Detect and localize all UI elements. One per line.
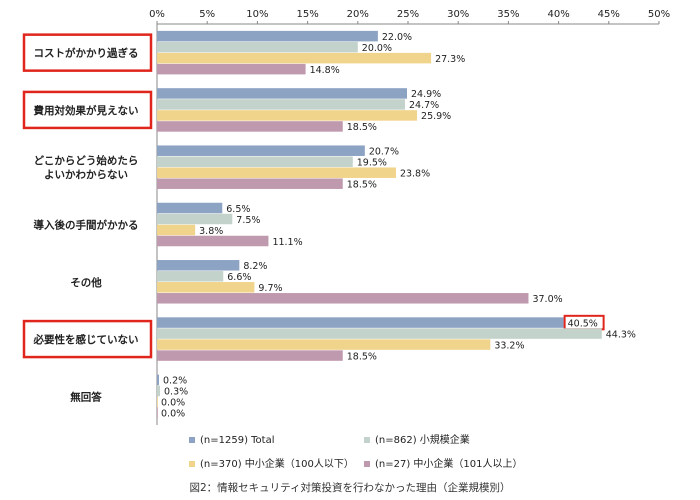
legend-swatch	[364, 437, 370, 443]
highlight-box-category	[22, 90, 153, 130]
x-tick-label: 45%	[598, 9, 620, 20]
bar	[157, 293, 529, 304]
legend-swatch	[189, 461, 195, 467]
bar	[157, 260, 240, 271]
bar	[157, 224, 196, 236]
data-label: 24.9%	[411, 89, 441, 100]
data-label: 0.0%	[161, 409, 185, 420]
data-label: 20.0%	[362, 43, 392, 54]
bar	[157, 385, 161, 397]
bar	[157, 282, 255, 293]
data-label: 0.3%	[164, 387, 188, 398]
bar	[157, 167, 396, 178]
x-tick-label: 0%	[149, 9, 165, 20]
data-label: 20.7%	[369, 146, 399, 157]
x-tick-label: 50%	[648, 9, 670, 20]
legend-swatch	[364, 461, 370, 467]
data-label: 27.3%	[435, 54, 465, 65]
bar	[157, 213, 233, 225]
bar	[157, 202, 223, 214]
highlight-box-category	[22, 319, 153, 359]
bar	[157, 396, 158, 408]
category-label: 無回答	[70, 390, 102, 403]
bar	[157, 41, 358, 53]
bar	[157, 350, 343, 361]
bar	[157, 145, 365, 156]
data-label: 8.2%	[243, 261, 267, 272]
x-tick-label: 5%	[199, 9, 215, 20]
data-label: 18.5%	[347, 122, 377, 133]
x-tick-label: 35%	[497, 9, 519, 20]
data-label: 3.8%	[199, 226, 223, 237]
data-label: 0.2%	[163, 376, 187, 387]
x-tick-label: 10%	[246, 9, 268, 20]
data-label: 25.9%	[421, 111, 451, 122]
bar	[157, 63, 306, 75]
category-label: その他	[70, 276, 102, 289]
category-label: よいかわからない	[44, 169, 128, 181]
x-tick-label: 15%	[296, 9, 318, 20]
bar	[157, 339, 491, 350]
bar	[157, 407, 158, 419]
x-tick-label: 40%	[547, 9, 569, 20]
data-label: 0.0%	[161, 398, 185, 409]
category-label: 費用対効果が見えない	[34, 104, 139, 117]
category-label: コストがかかり過ぎる	[34, 47, 139, 60]
data-label: 18.5%	[347, 351, 377, 362]
bar	[157, 328, 602, 339]
data-label: 19.5%	[357, 157, 387, 168]
bar	[157, 271, 224, 282]
data-label: 33.2%	[494, 340, 524, 351]
bar	[157, 235, 269, 247]
bar	[157, 121, 343, 132]
figure-caption: 図2：情報セキュリティ対策投資を行わなかった理由（企業規模別）	[189, 482, 511, 494]
category-label: 必要性を感じていない	[33, 333, 139, 346]
bar	[157, 156, 353, 167]
data-label: 22.0%	[382, 32, 412, 43]
data-label: 37.0%	[532, 294, 562, 305]
bar	[157, 374, 160, 386]
data-label: 23.8%	[400, 168, 430, 179]
highlight-box-category	[22, 33, 153, 72]
data-label: 40.5%	[568, 318, 598, 329]
bar	[157, 317, 564, 328]
category-label: どこからどう始めたら	[34, 154, 139, 167]
data-label: 11.1%	[272, 237, 302, 248]
legend-label: (n=862) 小規模企業	[375, 433, 470, 446]
bar	[157, 110, 418, 121]
legend-label: (n=1259) Total	[200, 435, 275, 446]
data-label: 18.5%	[347, 179, 377, 190]
data-label: 6.6%	[227, 272, 251, 283]
bar	[157, 30, 378, 42]
data-label: 14.8%	[310, 65, 340, 76]
bar	[157, 88, 407, 99]
data-label: 44.3%	[606, 329, 636, 340]
bar	[157, 99, 405, 110]
data-label: 7.5%	[236, 215, 260, 226]
data-label: 9.7%	[258, 283, 282, 294]
x-tick-label: 25%	[397, 9, 419, 20]
x-tick-label: 20%	[347, 9, 369, 20]
bar	[157, 52, 432, 64]
data-label: 6.5%	[226, 204, 250, 215]
x-tick-label: 30%	[447, 9, 469, 20]
category-label: 導入後の手間がかかる	[34, 219, 139, 232]
legend-label: (n=27) 中小企業（101人以上）	[375, 457, 523, 470]
legend-swatch	[189, 437, 195, 443]
bar-chart: 0% 5% 10% 15% 20% 25% 30% 35% 40% 45% 50% 22.0%20.0…	[22, 9, 670, 470]
bar	[157, 178, 343, 189]
legend-label: (n=370) 中小企業（100人以下）	[200, 457, 354, 470]
data-label: 24.7%	[409, 100, 439, 111]
